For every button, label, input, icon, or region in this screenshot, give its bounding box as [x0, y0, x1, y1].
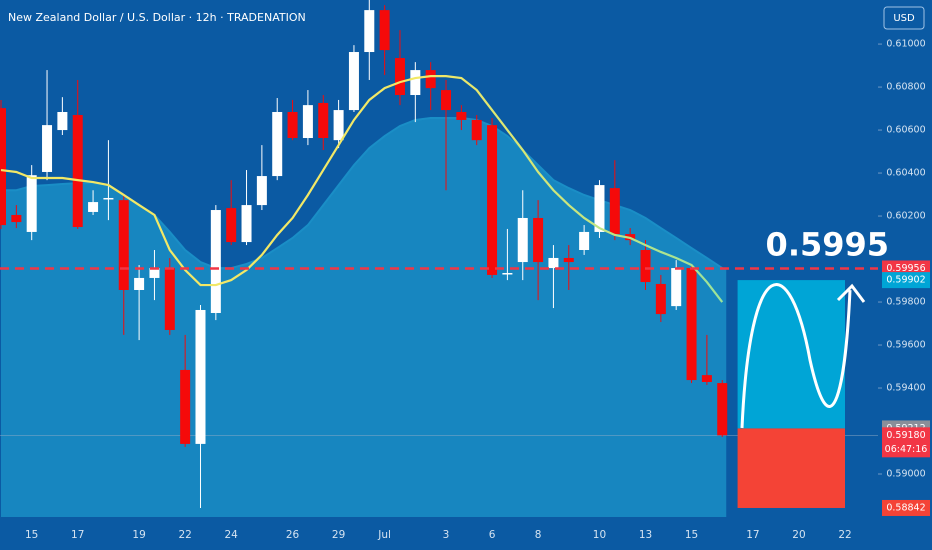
- candle-body: [318, 102, 329, 139]
- candle-body: [517, 217, 528, 263]
- y-tick-label: 0.59800: [886, 297, 925, 308]
- y-tick-label: 0.60800: [886, 82, 925, 93]
- candle-body: [11, 214, 22, 223]
- y-tick-label: 0.60600: [886, 125, 925, 136]
- x-tick-label: 22: [178, 529, 191, 541]
- candle-body: [487, 125, 498, 275]
- x-tick-label: 6: [489, 529, 496, 541]
- x-tick-label: 19: [132, 529, 145, 541]
- x-tick-label: Jul: [377, 529, 391, 541]
- candle-body: [364, 10, 375, 53]
- price-label-box: [882, 499, 930, 516]
- candle-body: [287, 111, 298, 139]
- candle-body: [456, 111, 467, 120]
- candle-body: [394, 58, 405, 96]
- price-label: 0.59902: [886, 275, 925, 286]
- candle-body: [410, 70, 421, 96]
- price-label: 0.59180: [886, 430, 925, 441]
- candle-body: [379, 10, 390, 51]
- x-tick-label: 17: [71, 529, 84, 541]
- candle-body: [72, 115, 83, 228]
- candle-body: [180, 369, 191, 444]
- currency-label[interactable]: USD: [893, 13, 915, 24]
- y-tick-label: 0.59400: [886, 383, 925, 394]
- candle-body: [256, 176, 267, 206]
- candle-body: [655, 283, 666, 315]
- x-tick-label: 13: [639, 529, 652, 541]
- price-label-box: [882, 272, 930, 289]
- candle-body: [686, 268, 697, 381]
- forecast-arrow: [740, 283, 866, 429]
- candle-body: [195, 309, 206, 444]
- candle-body: [149, 268, 160, 278]
- candle-body: [594, 185, 605, 232]
- candle-body: [42, 125, 53, 172]
- position-target: [737, 280, 845, 429]
- price-label-box: [882, 427, 930, 458]
- currency-button[interactable]: [883, 6, 925, 30]
- candle-body: [226, 208, 237, 243]
- candle-body: [441, 90, 452, 111]
- candle-body: [348, 52, 359, 111]
- chart-title: New Zealand Dollar / U.S. Dollar · 12h ·…: [8, 11, 306, 24]
- candle-body: [333, 110, 344, 141]
- y-tick-label: 0.59000: [886, 469, 925, 480]
- candle-body: [471, 119, 482, 141]
- candle-body: [640, 250, 651, 283]
- candle-body: [425, 70, 436, 89]
- ma-fast-line: [0, 74, 724, 303]
- candle-body: [302, 105, 313, 139]
- candle-body: [502, 273, 513, 275]
- y-tick-label: 0.60200: [886, 211, 925, 222]
- x-tick-label: 20: [792, 529, 805, 541]
- candle-body: [671, 268, 682, 307]
- x-tick-label: 24: [224, 529, 238, 541]
- candle-body: [210, 210, 221, 313]
- x-tick-label: 3: [443, 529, 450, 541]
- candle-body: [533, 217, 544, 263]
- x-tick-label: 15: [685, 529, 698, 541]
- y-tick-label: 0.60400: [886, 168, 925, 179]
- price-label: 0.59956: [886, 263, 925, 274]
- candle-layer: [0, 0, 728, 508]
- candle-body: [26, 175, 37, 232]
- candle-body: [164, 268, 175, 330]
- candle-body: [0, 108, 6, 226]
- x-tick-label: 17: [746, 529, 759, 541]
- x-tick-label: 10: [593, 529, 606, 541]
- candle-body: [717, 383, 728, 436]
- countdown: 06:47:16: [885, 444, 928, 455]
- x-tick-label: 26: [286, 529, 300, 541]
- price-label: 0.58842: [886, 502, 925, 513]
- candle-body: [88, 202, 99, 212]
- x-tick-label: 15: [25, 529, 38, 541]
- candle-body: [241, 205, 252, 243]
- candle-body: [609, 188, 620, 235]
- candle-body: [548, 257, 559, 269]
- x-tick-label: 8: [535, 529, 542, 541]
- x-tick-label: 22: [838, 529, 851, 541]
- candle-body: [134, 277, 145, 290]
- alert-annotation: 0.5995: [766, 225, 889, 263]
- candle-body: [118, 200, 129, 290]
- overlay-layer: 0.5995: [0, 74, 889, 508]
- y-tick-label: 0.59600: [886, 340, 925, 351]
- candle-body: [272, 111, 283, 177]
- position-stop: [737, 428, 845, 508]
- candle-body: [701, 375, 712, 382]
- y-tick-label: 0.61000: [886, 39, 925, 50]
- x-tick-label: 29: [332, 529, 345, 541]
- candle-body: [103, 197, 114, 200]
- candle-body: [563, 257, 574, 263]
- candle-body: [579, 231, 590, 251]
- candle-body: [57, 111, 68, 131]
